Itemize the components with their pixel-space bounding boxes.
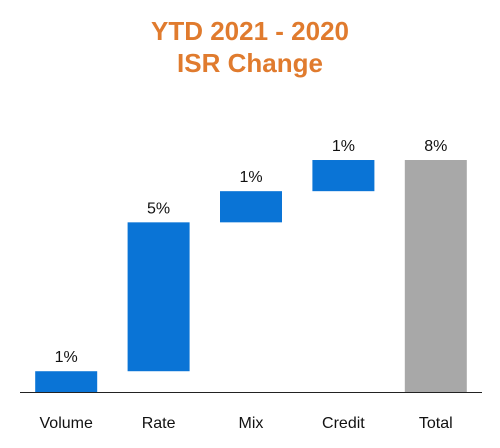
bars-group (35, 160, 467, 392)
value-labels-group: 1% 5% 1% 1% 8% (55, 138, 448, 366)
category-label-credit: Credit (322, 415, 365, 432)
value-label-mix: 1% (239, 169, 262, 186)
value-label-total: 8% (424, 138, 447, 155)
bar-volume (35, 371, 98, 392)
value-label-credit: 1% (332, 138, 355, 155)
chart-title: YTD 2021 - 2020 (150, 16, 349, 46)
category-label-rate: Rate (142, 415, 176, 432)
chart-subtitle: ISR Change (177, 48, 323, 78)
bar-rate (127, 222, 190, 372)
value-label-rate: 5% (147, 200, 170, 217)
category-label-total: Total (419, 415, 453, 432)
bar-credit (312, 160, 375, 192)
category-label-volume: Volume (40, 415, 93, 432)
bar-mix (220, 191, 282, 223)
value-label-volume: 1% (55, 349, 78, 366)
category-label-mix: Mix (239, 415, 264, 432)
category-labels-group: Volume Rate Mix Credit Total (40, 415, 453, 432)
bar-total (404, 160, 467, 392)
